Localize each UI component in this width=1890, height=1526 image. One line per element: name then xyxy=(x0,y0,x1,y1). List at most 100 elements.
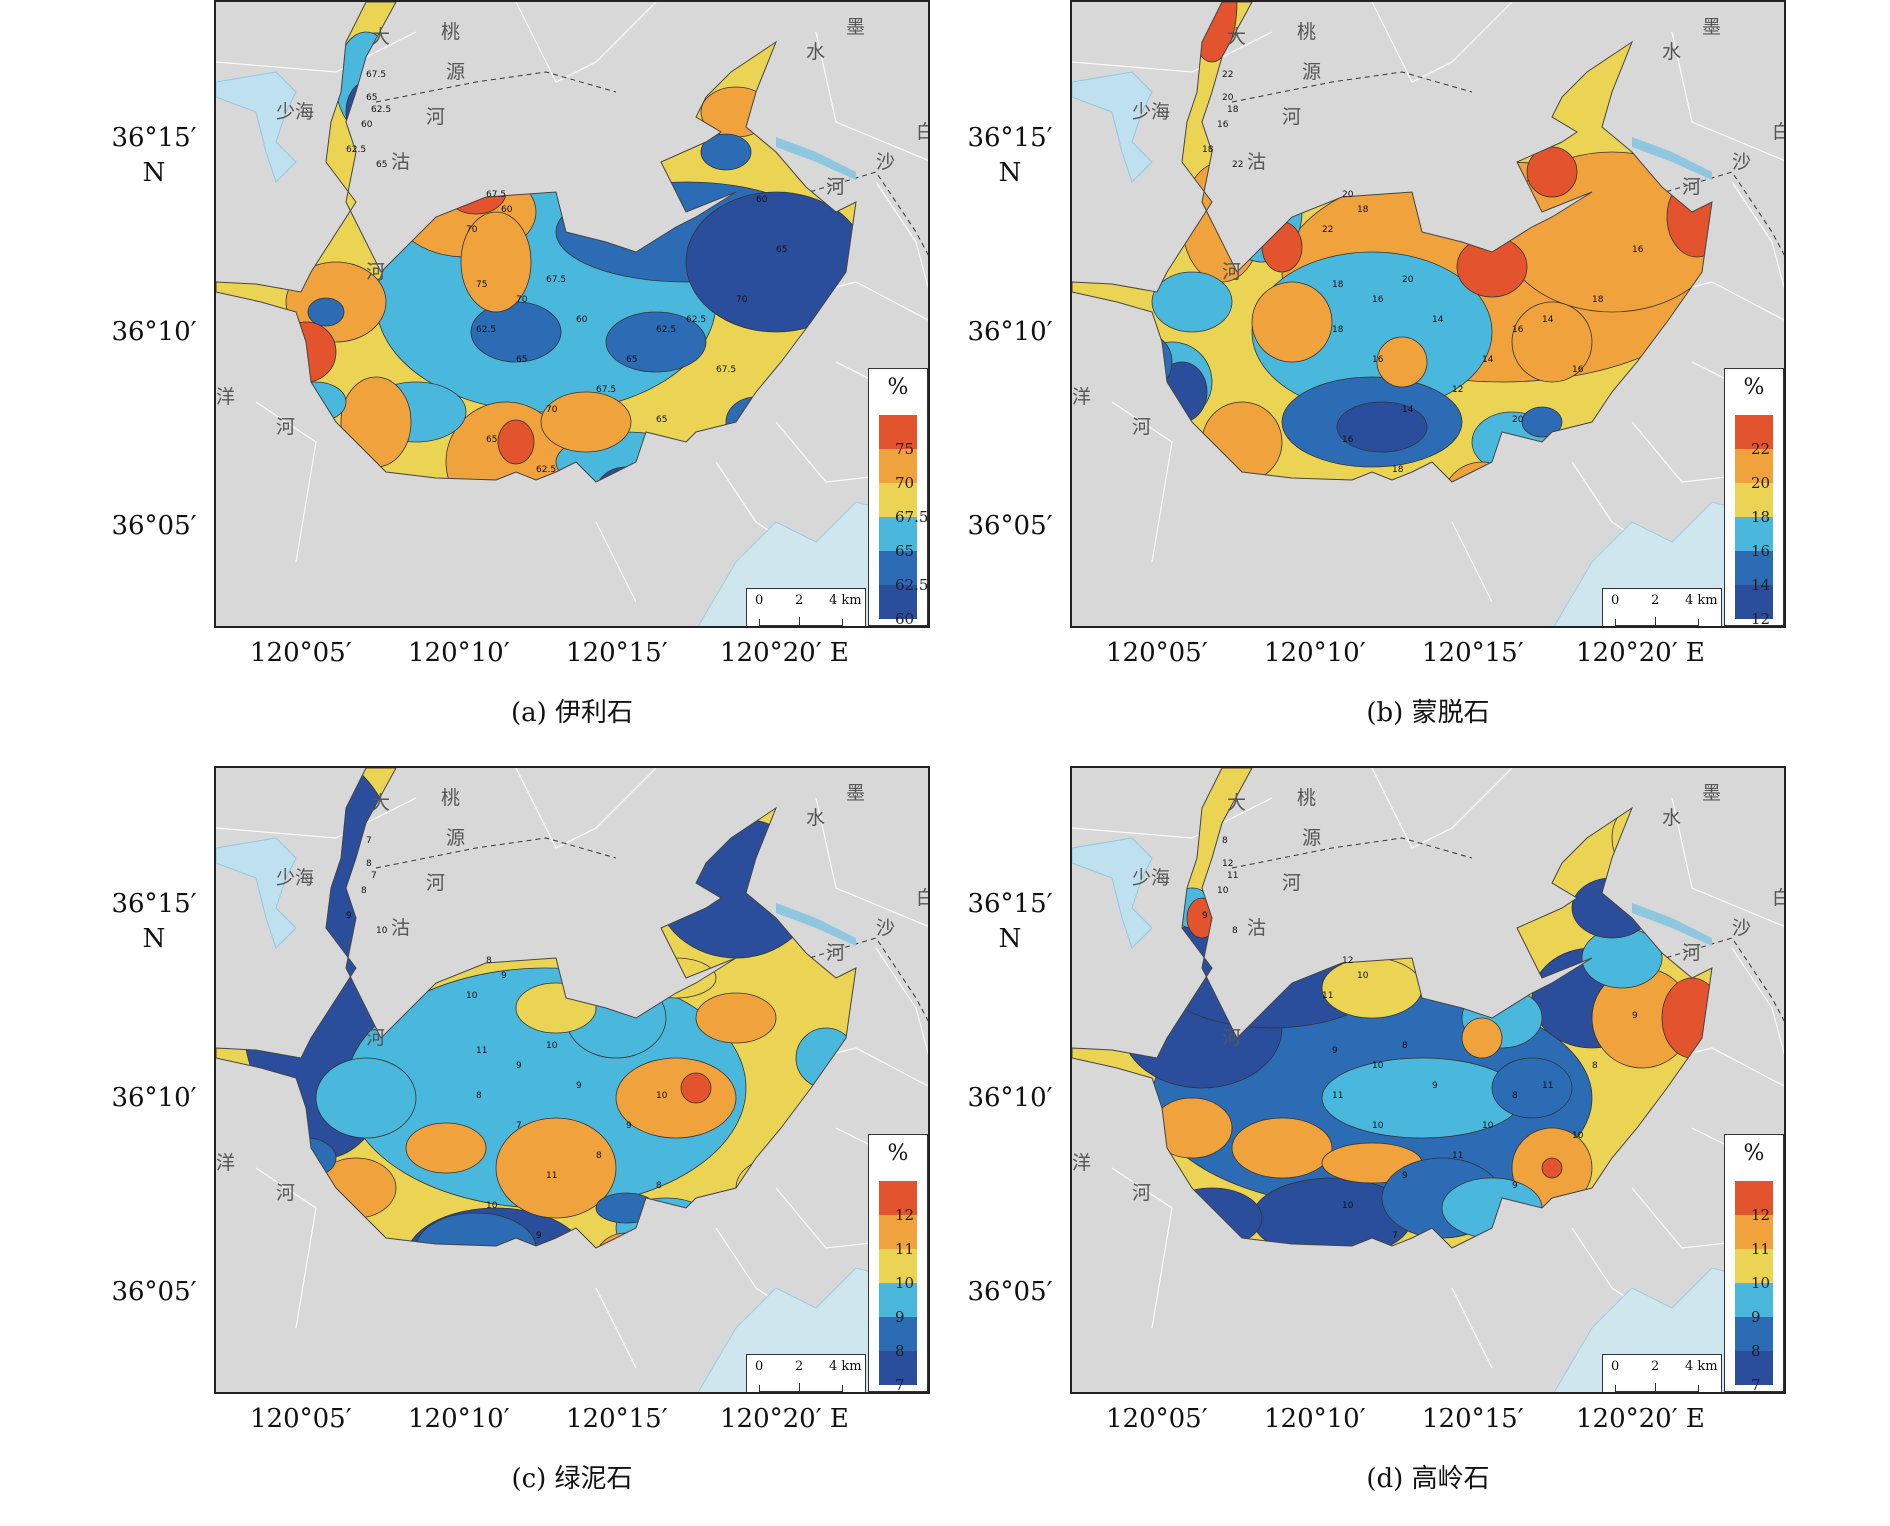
place-name: 洋 xyxy=(216,1152,236,1174)
contour-label: 8 xyxy=(486,956,492,966)
contour-label: 65 xyxy=(486,435,497,445)
contour-label: 18 xyxy=(1332,325,1344,335)
contour-zone xyxy=(1251,281,1333,363)
contour-label: 10 xyxy=(1372,1061,1384,1071)
map-canvas: 67.5 65 62.5 60 62.5 65 60 67.5 70 75 70 67.5 62.5 65… xyxy=(216,2,928,626)
contour-zone xyxy=(1481,1222,1543,1248)
place-name: 河 xyxy=(426,106,446,128)
district-boundary xyxy=(1072,31,1273,73)
contour-zone xyxy=(415,1212,537,1248)
legend-swatch xyxy=(1735,1215,1773,1249)
legend-swatch xyxy=(1735,517,1773,551)
longitude-label: 120°10′ xyxy=(408,638,510,668)
scale-mid-tick xyxy=(1655,1383,1656,1391)
legend-swatch xyxy=(879,1215,917,1249)
place-name: 水 xyxy=(806,807,826,829)
contour-zone xyxy=(315,1057,417,1139)
hemisphere-label: N xyxy=(142,924,166,954)
contour-zone xyxy=(540,391,632,453)
map-canvas: 2220181618221820221816201816141614121416… xyxy=(1072,2,1784,626)
admin-boundary xyxy=(375,837,928,1022)
contour-label: 67.5 xyxy=(596,385,616,395)
place-name: 河 xyxy=(1682,176,1702,198)
contour-zone xyxy=(1661,977,1712,1059)
place-name: 大 xyxy=(1227,792,1247,814)
legend-swatch xyxy=(879,1283,917,1317)
contour-zone xyxy=(685,191,856,333)
contour-label: 22 xyxy=(1322,225,1333,235)
place-name: 水 xyxy=(1662,41,1682,63)
contour-label: 70 xyxy=(736,295,748,305)
legend-tick-label: 60 xyxy=(895,610,915,628)
contour-label: 8 xyxy=(656,1181,662,1191)
contour-label: 62.5 xyxy=(371,105,391,115)
contour-label: 14 xyxy=(1542,315,1554,325)
contour-zone xyxy=(1491,1057,1573,1119)
contour-label: 9 xyxy=(576,1081,582,1091)
place-name: 河 xyxy=(1132,1182,1152,1204)
study-area-outline xyxy=(1072,768,1713,1249)
contour-zone xyxy=(375,191,717,413)
scale-label: 2 xyxy=(795,593,804,608)
legend-tick-label: 62.5 xyxy=(895,576,929,594)
contour-label: 10 xyxy=(656,1091,668,1101)
contour-label: 60 xyxy=(576,315,588,325)
legend-tick-label: 8 xyxy=(895,1342,905,1360)
latitude-label: 36°15′ xyxy=(111,889,197,919)
place-name: 洋 xyxy=(1072,386,1092,408)
scale-bar: 0 2 4 km xyxy=(746,588,866,626)
legend-swatch xyxy=(1735,1317,1773,1351)
contour-label: 12 xyxy=(1222,859,1233,869)
legend-swatch xyxy=(1735,551,1773,585)
district-boundary xyxy=(1451,521,1493,603)
contour-label: 9 xyxy=(1512,1181,1518,1191)
place-name: 沙 xyxy=(1732,917,1752,939)
district-boundary xyxy=(815,797,928,927)
legend-tick-label: 65 xyxy=(895,542,915,560)
panel-caption: (b) 蒙脱石 xyxy=(1366,698,1490,728)
contour-label: 14 xyxy=(1402,405,1414,415)
legend-tick-label: 10 xyxy=(1751,1274,1771,1292)
contour-label: 62.5 xyxy=(656,325,676,335)
legend-swatch xyxy=(1735,415,1773,449)
contour-label: 70 xyxy=(546,405,558,415)
district-boundary xyxy=(875,947,928,1056)
place-name: 少海 xyxy=(276,867,315,889)
contour-label: 16 xyxy=(1372,295,1384,305)
legend-unit: % xyxy=(887,1141,909,1166)
place-name: 河 xyxy=(1132,416,1152,438)
legend: % 75 70 67.5 65 62.5 60 xyxy=(868,368,928,626)
contour-label: 18 xyxy=(1227,105,1239,115)
place-name: 沙 xyxy=(876,917,896,939)
contour-zone xyxy=(275,321,337,383)
contour-zone xyxy=(1521,406,1563,438)
contour-label: 65 xyxy=(516,355,527,365)
place-name: 河 xyxy=(426,872,446,894)
contour-label: 62.5 xyxy=(346,145,366,155)
legend-swatch xyxy=(879,1317,917,1351)
legend-tick-label: 9 xyxy=(895,1308,905,1326)
place-name: 河 xyxy=(276,1182,296,1204)
contour-zone xyxy=(340,376,412,468)
contour-label: 7 xyxy=(366,836,372,846)
contour-zone xyxy=(1441,1177,1543,1239)
legend-swatch xyxy=(879,585,917,619)
map-panel-b: 22 20 18 16 18 22 18 20 22 18 16 20 18 16 14 16 14 12 14 16… xyxy=(967,0,1790,760)
contour-zone xyxy=(595,1192,657,1224)
contour-label: 16 xyxy=(1217,120,1229,130)
contour-label: 62.5 xyxy=(476,325,496,335)
place-name: 河 xyxy=(276,416,296,438)
contour-label: 20 xyxy=(1512,415,1524,425)
contour-label: 7 xyxy=(516,1121,522,1131)
contour-label: 11 xyxy=(1322,991,1333,1001)
contour-zone xyxy=(1151,271,1233,333)
contour-zone xyxy=(1441,461,1523,482)
legend-swatch xyxy=(879,449,917,483)
scale-bar: 0 2 4 km xyxy=(746,1354,866,1392)
longitude-label: 120°05′ xyxy=(250,1404,352,1434)
scale-label: 4 km xyxy=(829,1359,862,1374)
contour-zone xyxy=(1541,1157,1563,1179)
scale-mid-tick xyxy=(799,1383,800,1391)
legend-swatch xyxy=(1735,1351,1773,1385)
contour-label: 18 xyxy=(1357,205,1369,215)
